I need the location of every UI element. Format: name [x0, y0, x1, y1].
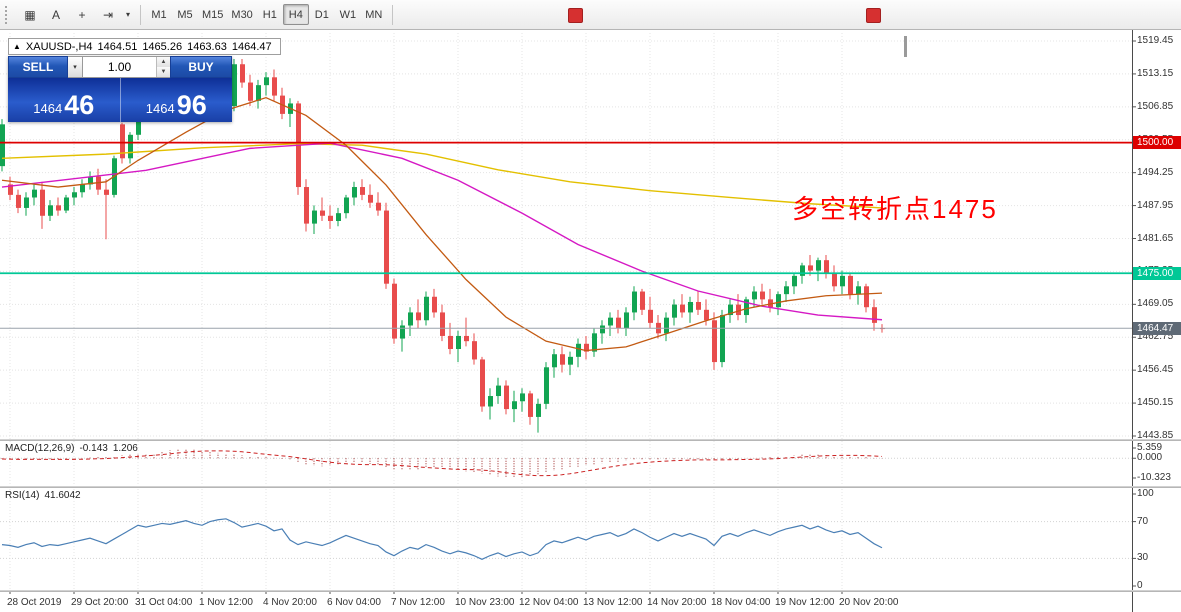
timeframe-button-m5[interactable]: M5	[172, 4, 198, 25]
level-lines	[0, 141, 1132, 329]
chart-shift-marker[interactable]	[904, 36, 907, 57]
toolbar-separator	[391, 4, 393, 25]
macd-name: MACD(12,26,9)	[5, 443, 75, 454]
ma_fast-line	[1, 96, 883, 352]
macd-signal-line	[1, 450, 883, 477]
lot-decrease-button[interactable]: ▼	[157, 67, 170, 77]
lot-value: 1.00	[107, 60, 132, 74]
toolbar: ▦ A + ⇥ ▾ M1 M5 M15 M30 H1 H4 D1 W1 MN	[0, 0, 1181, 30]
one-click-trading-panel: SELL ▾ 1.00 ▲ ▼ BUY 1464 46 1464 96	[8, 56, 232, 122]
crosshair-icon[interactable]: +	[70, 4, 94, 26]
rsi-value: 41.6042	[44, 490, 81, 501]
timeframe-button-group: M1 M5 M15 M30 H1 H4 D1 W1 MN	[146, 4, 387, 25]
red-marker-icon[interactable]	[568, 8, 583, 23]
timeframe-button-h4[interactable]: H4	[282, 4, 309, 25]
close-value: 1464.47	[231, 40, 272, 53]
buy-price[interactable]: 1464 96	[121, 78, 233, 122]
lot-stepper: ▲ ▼	[156, 57, 170, 77]
rsi-indicator-label: RSI(14) 41.6042	[5, 490, 86, 501]
ma_mid-line	[1, 142, 883, 321]
support-price-label: 1475.00	[1133, 266, 1181, 280]
rsi-plot	[1, 518, 883, 560]
sell-button[interactable]: SELL	[8, 56, 68, 78]
sell-price[interactable]: 1464 46	[8, 78, 121, 122]
toolbar-separator	[140, 4, 141, 25]
chart-shift-icon[interactable]: ⇥	[96, 4, 120, 26]
macd-plot	[1, 448, 883, 478]
timeframe-button-m15[interactable]: M15	[198, 4, 227, 25]
resistance-price-label: 1500.00	[1133, 136, 1181, 150]
chevron-down-icon[interactable]: ▾	[122, 4, 134, 26]
macd-indicator-label: MACD(12,26,9) -0.143 1.206	[5, 443, 143, 454]
chart-info-bar: ▲ XAUUSD-,H4 1464.51 1465.26 1463.63 146…	[8, 38, 281, 55]
collapse-triangle-icon[interactable]: ▲	[13, 41, 21, 51]
timeframe-button-h1[interactable]: H1	[257, 4, 283, 25]
price-axis-border	[1132, 30, 1133, 612]
sell-price-pips: 46	[64, 90, 95, 120]
buy-button[interactable]: BUY	[170, 56, 232, 78]
pane-separator[interactable]	[0, 439, 1181, 441]
buy-price-main: 1464	[145, 101, 175, 116]
lot-increase-button[interactable]: ▲	[157, 57, 170, 67]
text-label-icon[interactable]: A	[44, 4, 68, 26]
chevron-down-icon: ▾	[73, 64, 77, 71]
timeframe-button-m30[interactable]: M30	[227, 4, 256, 25]
buy-price-pips: 96	[176, 90, 207, 120]
bid-price-label: 1464.47	[1133, 321, 1181, 335]
axis-ticks	[9, 40, 1136, 594]
pane-separator[interactable]	[0, 590, 1181, 592]
chart-grid-icon[interactable]: ▦	[18, 4, 42, 26]
rsi-name: RSI(14)	[5, 490, 40, 501]
quote-prices-row: 1464 46 1464 96	[8, 78, 232, 122]
pane-separator[interactable]	[0, 486, 1181, 488]
timeframe-button-w1[interactable]: W1	[335, 4, 361, 25]
lot-dropdown[interactable]: ▾	[68, 56, 83, 78]
timeframe-button-d1[interactable]: D1	[309, 4, 335, 25]
rsi-line	[1, 518, 883, 560]
macd-signal-value: 1.206	[112, 443, 138, 454]
chart-annotation-text: 多空转折点1475	[792, 194, 998, 224]
lot-size-input[interactable]: 1.00 ▲ ▼	[83, 56, 170, 78]
timeframe-button-mn[interactable]: MN	[361, 4, 387, 25]
timeframe-button-m1[interactable]: M1	[146, 4, 172, 25]
red-marker-icon[interactable]	[866, 8, 881, 23]
open-value: 1464.51	[97, 40, 138, 53]
symbol-period-label: XAUUSD-,H4	[25, 40, 93, 53]
sell-price-main: 1464	[33, 101, 63, 116]
trade-controls-row: SELL ▾ 1.00 ▲ ▼ BUY	[8, 56, 232, 78]
ma_slow-line	[1, 142, 883, 209]
moving-averages	[1, 96, 883, 352]
toolbar-grip[interactable]	[5, 5, 11, 24]
low-value: 1463.63	[187, 40, 227, 53]
toolbar-icon-group: ▦ A + ⇥ ▾	[17, 4, 135, 26]
high-value: 1465.26	[142, 40, 183, 53]
macd-main-value: -0.143	[79, 443, 108, 454]
